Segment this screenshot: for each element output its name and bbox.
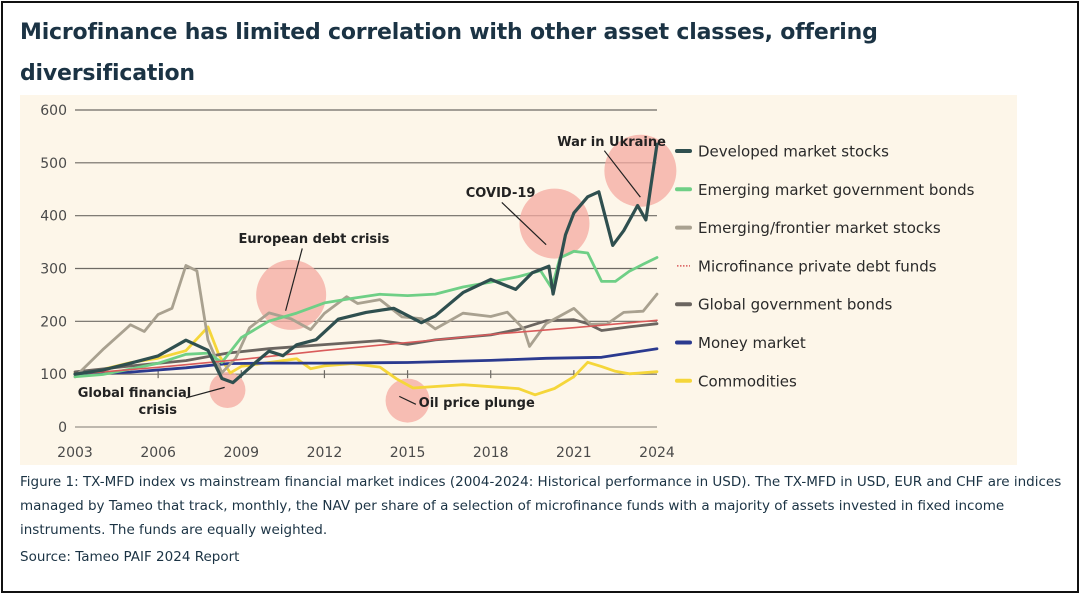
y-tick-label: 300 — [40, 262, 67, 278]
legend-label: Developed market stocks — [698, 143, 889, 161]
y-axis-ticks: 0 100 200 300 400 500 600 — [40, 103, 67, 436]
annotation-leader — [398, 395, 417, 405]
legend-item: Emerging market government bonds — [675, 181, 975, 199]
annotation-label: Global financial crisis — [78, 386, 191, 418]
annotation-bubble — [519, 188, 590, 259]
x-tick-label: 2012 — [307, 445, 343, 461]
y-tick-label: 200 — [40, 314, 67, 330]
legend-item: Global government bonds — [675, 296, 893, 314]
x-tick-label: 2015 — [390, 445, 426, 461]
y-tick-label: 600 — [40, 103, 67, 119]
series-line-emerging-market-government-bonds — [73, 249, 659, 379]
y-tick-label: 400 — [40, 209, 67, 225]
annotation-line: crisis — [139, 403, 178, 418]
annotation-leader — [285, 248, 303, 311]
annotation-bubbles — [209, 134, 677, 423]
series-line-emerging-frontier-market-stocks — [73, 264, 659, 379]
annotation-label: Oil price plunge — [419, 396, 535, 411]
legend-label: Commodities — [698, 372, 797, 390]
legend-label: Microfinance private debt funds — [698, 257, 937, 275]
legend-item: Microfinance private debt funds — [677, 257, 937, 275]
legend-label: Global government bonds — [698, 296, 893, 314]
annotation-label: War in Ukraine — [557, 135, 666, 150]
annotation-leader — [185, 386, 225, 399]
x-axis-ticks: 2003 2006 2009 2012 2015 2018 2021 2024 — [57, 370, 675, 461]
x-tick-label: 2006 — [140, 445, 176, 461]
legend-label: Emerging market government bonds — [698, 181, 975, 199]
annotation-leader — [501, 202, 547, 246]
legend-item: Money market — [675, 334, 806, 352]
annotation-label: COVID-19 — [466, 186, 536, 201]
x-tick-label: 2024 — [639, 445, 675, 461]
legend-item: Commodities — [675, 372, 797, 390]
figure-caption: Figure 1: TX-MFD index vs mainstream fin… — [20, 474, 1062, 538]
annotation-bubble — [604, 134, 677, 207]
legend-label: Emerging/frontier market stocks — [698, 219, 941, 237]
series-line-developed-market-stocks — [73, 142, 659, 385]
annotation-leader — [603, 150, 641, 198]
y-tick-label: 100 — [40, 367, 67, 383]
legend-item: Emerging/frontier market stocks — [675, 219, 941, 237]
annotation-bubble — [256, 259, 327, 330]
line-chart: 0 100 200 300 400 500 600 2003 2006 2009 2012 2015… — [40, 103, 975, 461]
series-line-microfinance-private-debt-funds — [74, 319, 658, 375]
series-line-money-market — [73, 347, 659, 376]
annotation-line: Global financial — [78, 386, 191, 401]
series-lines — [73, 142, 659, 397]
legend-item: Developed market stocks — [675, 143, 889, 161]
legend: Developed market stocks Emerging market g… — [675, 143, 975, 390]
x-tick-label: 2009 — [223, 445, 259, 461]
annotations: Global financial crisis European debt cris… — [78, 135, 666, 418]
legend-label: Money market — [698, 334, 806, 352]
gridlines — [75, 109, 657, 428]
source-note: Source: Tameo PAIF 2024 Report — [20, 549, 240, 565]
y-tick-label: 500 — [40, 156, 67, 172]
page-title: Microfinance has limited correlation wit… — [20, 20, 878, 86]
x-tick-label: 2003 — [57, 445, 93, 461]
x-tick-label: 2021 — [556, 445, 592, 461]
x-tick-label: 2018 — [473, 445, 509, 461]
annotation-label: European debt crisis — [239, 232, 390, 247]
chart-panel: 0 100 200 300 400 500 600 2003 2006 2009 2012 2015… — [20, 95, 1017, 465]
y-tick-label: 0 — [58, 420, 67, 436]
series-line-commodities — [73, 325, 659, 397]
